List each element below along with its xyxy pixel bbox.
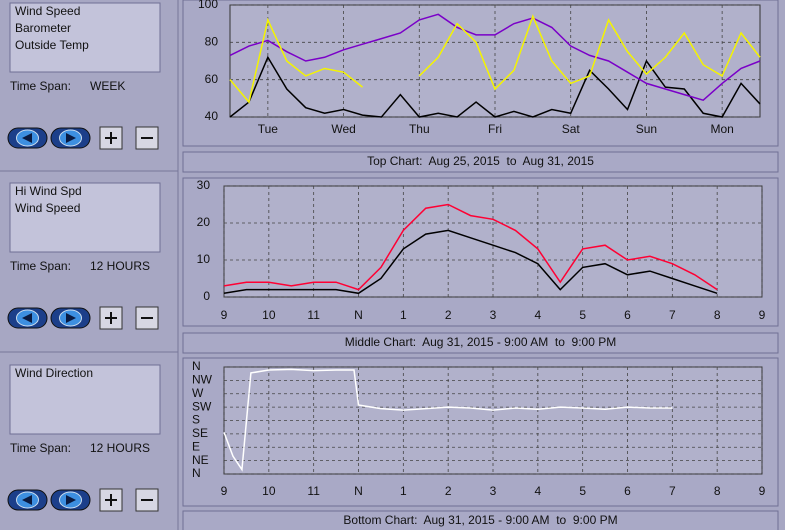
- legend-box: [9, 2, 161, 73]
- y-tick-label: E: [192, 439, 200, 453]
- y-tick-label: W: [192, 386, 204, 400]
- x-tick-label: 10: [262, 308, 276, 322]
- plot-area: [223, 366, 763, 475]
- time-span-label: Time Span:: [10, 259, 71, 273]
- y-tick-label: NW: [192, 373, 213, 387]
- legend-entry: Wind Speed: [15, 4, 80, 18]
- nav-arrow: [22, 313, 32, 323]
- x-tick-label: 7: [669, 308, 676, 322]
- y-tick-label: 100: [198, 0, 218, 11]
- x-tick-label: Mon: [710, 122, 733, 136]
- y-tick-label: S: [192, 413, 200, 427]
- series-line: [418, 14, 761, 91]
- series-line: [229, 17, 363, 104]
- chart-caption: Top Chart: Aug 25, 2015 to Aug 31, 2015: [367, 154, 594, 168]
- x-tick-label: 7: [669, 484, 676, 498]
- x-tick-label: 9: [221, 484, 228, 498]
- legend-box: [9, 364, 161, 435]
- legend-entry: Hi Wind Spd: [15, 184, 82, 198]
- legend-box: [9, 182, 161, 253]
- y-tick-label: 0: [203, 289, 210, 303]
- time-span-value: WEEK: [90, 79, 125, 93]
- x-tick-label: Fri: [488, 122, 502, 136]
- x-tick-label: 4: [534, 308, 541, 322]
- caption-bar: [182, 151, 779, 173]
- x-tick-label: 8: [714, 484, 721, 498]
- series-line: [223, 229, 718, 295]
- nav-arrow: [22, 495, 32, 505]
- x-tick-label: Sat: [562, 122, 581, 136]
- series-line: [229, 13, 761, 102]
- caption-bar: [182, 510, 779, 530]
- x-tick-label: 3: [490, 484, 497, 498]
- x-tick-label: 8: [714, 308, 721, 322]
- x-tick-label: 4: [534, 484, 541, 498]
- x-tick-label: 10: [262, 484, 276, 498]
- x-tick-label: Wed: [331, 122, 355, 136]
- x-tick-label: Sun: [636, 122, 657, 136]
- time-span-value: 12 HOURS: [90, 259, 150, 273]
- x-tick-label: N: [354, 308, 363, 322]
- legend-entry: Barometer: [15, 21, 71, 35]
- legend-entry: Wind Direction: [15, 366, 93, 380]
- y-tick-label: 40: [205, 109, 219, 123]
- x-tick-label: 2: [445, 308, 452, 322]
- x-tick-label: N: [354, 484, 363, 498]
- caption-bar: [182, 332, 779, 354]
- y-tick-label: NE: [192, 453, 209, 467]
- y-tick-label: SW: [192, 399, 212, 413]
- x-tick-label: Tue: [258, 122, 279, 136]
- x-tick-label: Thu: [409, 122, 430, 136]
- chart-caption: Bottom Chart: Aug 31, 2015 - 9:00 AM to …: [343, 513, 617, 527]
- time-span-label: Time Span:: [10, 441, 71, 455]
- nav-arrow: [66, 313, 76, 323]
- series-line: [223, 368, 673, 472]
- nav-arrow: [22, 133, 32, 143]
- series-line: [229, 55, 761, 118]
- y-tick-label: N: [192, 466, 201, 480]
- y-tick-label: 80: [205, 35, 219, 49]
- nav-arrow: [66, 495, 76, 505]
- nav-arrow: [66, 133, 76, 143]
- x-tick-label: 6: [624, 308, 631, 322]
- x-tick-label: 9: [221, 308, 228, 322]
- x-tick-label: 9: [759, 484, 766, 498]
- y-tick-label: N: [192, 359, 201, 373]
- y-tick-label: 30: [197, 178, 211, 192]
- time-span-value: 12 HOURS: [90, 441, 150, 455]
- x-tick-label: 2: [445, 484, 452, 498]
- y-tick-label: 20: [197, 215, 211, 229]
- x-tick-label: 6: [624, 484, 631, 498]
- y-tick-label: 60: [205, 72, 219, 86]
- time-span-label: Time Span:: [10, 79, 71, 93]
- series-line: [223, 203, 718, 291]
- y-tick-label: 10: [197, 252, 211, 266]
- x-tick-label: 5: [579, 484, 586, 498]
- x-tick-label: 9: [759, 308, 766, 322]
- x-tick-label: 1: [400, 308, 407, 322]
- legend-entry: Wind Speed: [15, 201, 80, 215]
- chart-caption: Middle Chart: Aug 31, 2015 - 9:00 AM to …: [345, 335, 617, 349]
- x-tick-label: 5: [579, 308, 586, 322]
- x-tick-label: 11: [307, 308, 320, 322]
- legend-entry: Outside Temp: [15, 38, 89, 52]
- x-tick-label: 1: [400, 484, 407, 498]
- x-tick-label: 11: [307, 484, 320, 498]
- x-tick-label: 3: [490, 308, 497, 322]
- y-tick-label: SE: [192, 426, 208, 440]
